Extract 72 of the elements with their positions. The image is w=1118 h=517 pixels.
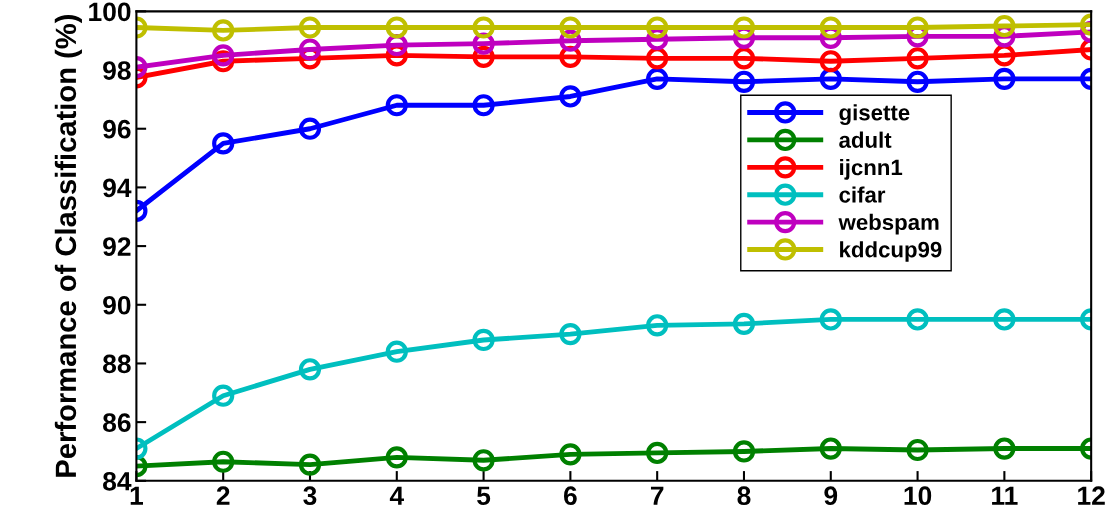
point — [906, 47, 929, 70]
point — [298, 358, 322, 381]
point — [646, 441, 669, 465]
point — [906, 308, 929, 331]
point — [906, 438, 929, 462]
point — [646, 16, 669, 39]
point — [993, 67, 1016, 90]
point — [385, 446, 408, 469]
point — [472, 94, 495, 117]
point — [385, 340, 408, 363]
point — [472, 449, 495, 472]
point — [732, 16, 756, 39]
point — [819, 16, 842, 39]
x-tick-label: 10 — [904, 486, 932, 506]
point — [212, 132, 235, 155]
point — [732, 440, 756, 463]
point — [212, 44, 235, 67]
point — [646, 314, 669, 337]
y-tick-label: 86 — [103, 413, 131, 432]
y-tick-label: 90 — [103, 295, 131, 315]
point — [819, 308, 842, 331]
y-axis-title: Performance of Classification (%) — [54, 14, 82, 477]
point — [385, 16, 408, 39]
point — [212, 19, 235, 42]
point — [732, 70, 756, 93]
point — [993, 14, 1016, 38]
x-tick-label: 3 — [303, 486, 317, 506]
y-tick-label: 92 — [103, 237, 131, 256]
point — [212, 450, 235, 473]
point — [298, 38, 322, 61]
legend-label: ijcnn1 — [840, 159, 903, 180]
legend-label: webspam — [838, 213, 939, 235]
y-tick-label: 98 — [103, 61, 131, 80]
y-tick-label: 94 — [103, 178, 132, 198]
legend-label: adult — [839, 131, 892, 148]
legend-label: kddcup99 — [840, 241, 942, 262]
x-tick-label: 2 — [216, 486, 230, 505]
point — [819, 437, 842, 460]
x-tick-label: 7 — [650, 486, 664, 505]
x-tick-label: 8 — [737, 486, 751, 506]
y-tick-label: 84 — [103, 471, 132, 491]
x-tick-label: 6 — [564, 486, 577, 506]
point — [819, 50, 842, 73]
point — [472, 16, 495, 39]
point — [732, 47, 756, 70]
y-tick-label: 88 — [103, 354, 131, 374]
point — [906, 16, 929, 39]
point — [298, 117, 322, 140]
x-tick-label: 1 — [130, 486, 143, 505]
point — [472, 328, 495, 352]
point — [906, 70, 929, 93]
y-tick-label: 100 — [89, 2, 131, 22]
x-tick-label: 5 — [477, 486, 491, 506]
point — [298, 16, 322, 39]
point — [559, 322, 582, 346]
point — [559, 85, 582, 108]
y-tick-label: 96 — [103, 119, 131, 139]
x-tick-label: 12 — [1078, 486, 1105, 505]
x-tick-label: 11 — [992, 486, 1018, 505]
point — [298, 453, 322, 476]
point — [559, 443, 582, 466]
point — [646, 67, 669, 90]
point — [993, 437, 1016, 460]
point — [385, 94, 408, 117]
legend-label: gisette — [839, 104, 910, 125]
x-tick-label: 9 — [824, 486, 838, 506]
x-tick-label: 4 — [389, 486, 404, 505]
point — [559, 16, 582, 39]
point — [732, 312, 756, 335]
point — [993, 308, 1016, 331]
point — [212, 384, 235, 407]
legend-label: cifar — [839, 186, 886, 203]
